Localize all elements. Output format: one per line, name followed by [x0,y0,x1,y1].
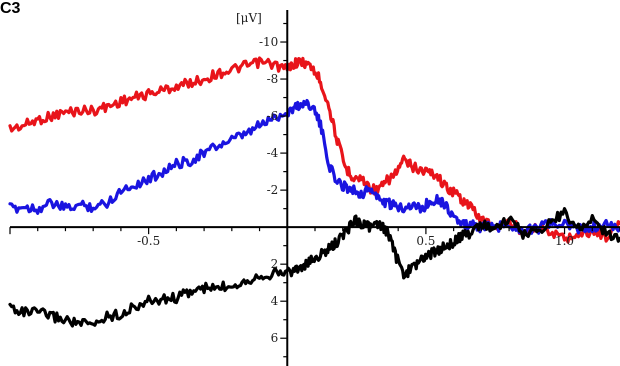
series-line-2 [8,98,620,235]
y-tick-label: -6 [267,109,279,123]
y-tick-label: 4 [271,294,279,308]
panel-label: C3 [0,0,21,17]
series-layer [8,56,620,328]
axes-layer: -0.5 0.5 1.0 -10 -8 -6 -4 -2 2 4 6 [9,10,620,366]
x-tick-label: 1.0 [555,234,574,248]
y-tick-label: 6 [271,331,279,345]
y-tick-label: 2 [271,257,279,271]
x-tick-label: 0.5 [416,234,435,248]
y-axis-unit-label: [μV] [236,11,262,25]
series-line-3 [8,207,620,328]
y-tick-label: -10 [259,35,278,49]
series-line-1 [8,56,620,244]
y-tick-label: -4 [267,146,279,160]
y-tick-label: -2 [267,183,279,197]
y-tick-label: -8 [267,72,279,86]
x-tick-label: -0.5 [137,234,160,248]
